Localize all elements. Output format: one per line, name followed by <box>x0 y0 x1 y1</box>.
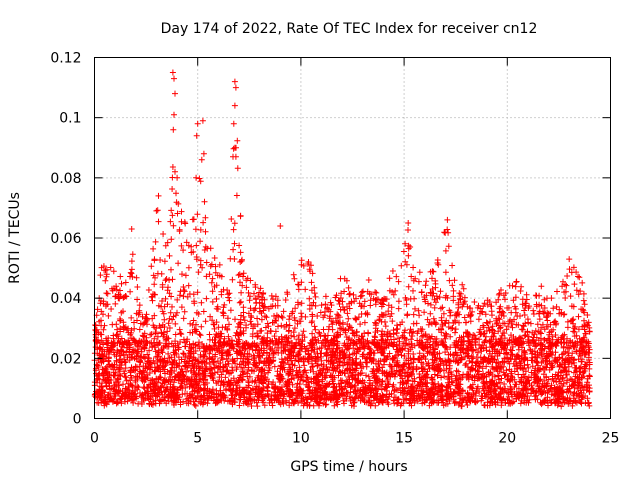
y-tick-label: 0.12 <box>50 51 81 67</box>
axis-ticks: 0 5 10 15 20 25 0 0.02 0.04 0.06 0.08 0.1 0.12 <box>50 51 619 447</box>
y-tick-label: 0.02 <box>50 351 81 367</box>
x-tick-label: 20 <box>498 431 516 447</box>
y-tick-label: 0.08 <box>50 171 81 187</box>
x-tick-label: 10 <box>292 431 310 447</box>
y-tick-label: 0.06 <box>50 231 81 247</box>
x-tick-label: 0 <box>90 431 99 447</box>
x-tick-label: 15 <box>395 431 413 447</box>
y-axis-label: ROTI / TECUs <box>7 192 23 284</box>
chart-title: Day 174 of 2022, Rate Of TEC Index for r… <box>161 21 538 37</box>
x-tick-label: 25 <box>602 431 620 447</box>
data-points <box>91 69 593 410</box>
roti-series-markers <box>91 69 593 410</box>
y-tick-label: 0.1 <box>59 111 81 127</box>
y-tick-label: 0 <box>73 412 82 428</box>
y-tick-label: 0.04 <box>50 291 81 307</box>
x-axis-label: GPS time / hours <box>290 459 407 475</box>
x-tick-label: 5 <box>193 431 202 447</box>
